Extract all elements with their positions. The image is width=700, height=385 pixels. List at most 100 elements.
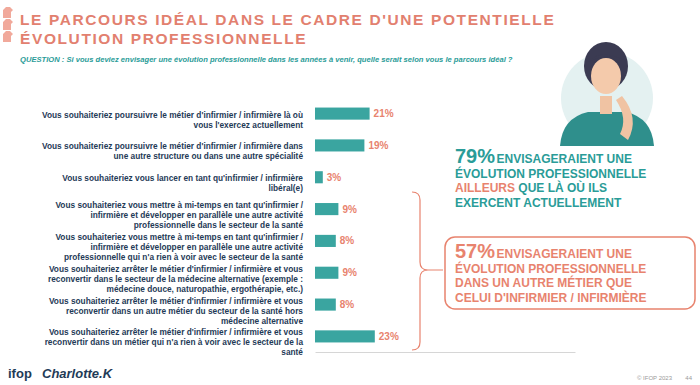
text-line: ÉVOLUTION PROFESSIONNELLE [20,30,307,47]
text-line: une autre structure ou dans une autre sp… [114,151,304,161]
annotations: 79%ENVISAGERAIENT UNEÉVOLUTION PROFESSIO… [445,145,695,309]
y-tick: Vous souhaiteriez vous mettre à mi-temps… [55,200,303,230]
x-axis [316,352,576,353]
text-line: Vous souhaiteriez vous mettre à mi-temps… [55,200,303,210]
data-label: 8% [340,235,355,246]
text-line: reconvertir dans un autre métier du sect… [66,306,303,316]
y-tick: Vous souhaiteriez vous mettre à mi-temps… [55,232,303,262]
text-line: professionnelle dans le secteur de la sa… [134,220,304,230]
y-axis: Vous souhaiteriez poursuivre le métier d… [42,110,304,358]
bracket [412,192,443,350]
bar [315,139,364,151]
subtitle: QUESTION : Si vous deviez envisager une … [20,55,513,64]
bar [315,235,336,247]
bar [315,108,370,120]
icon [3,7,13,18]
y-tick: Vous souhaiteriez vous lancer en tant qu… [62,173,303,193]
data-label: 19% [368,140,388,151]
text-line: santé [281,347,303,357]
y-tick-label: Vous souhaiteriez vous lancer en tant qu… [62,173,303,193]
chart-canvas: LE PARCOURS IDÉAL DANS LE CADRE D'UNE PO… [0,0,700,385]
annotation-text: EXERCENT ACTUELLEMENT [455,196,622,210]
y-tick-label: Vous souhaiteriez vous mettre à mi-temps… [55,232,303,262]
y-tick-label: Vous souhaiteriez arrêter le métier d'in… [49,296,303,326]
annotation-line: ENVISAGERAIENT UNE [497,247,632,261]
decoration [3,7,13,42]
text-line: infirmière et développer en parallèle un… [90,210,303,220]
text-line: Vous souhaiteriez poursuivre le métier d… [42,141,303,151]
y-tick-label: Vous souhaiteriez arrêter le métier d'in… [45,327,304,357]
annotation-line: DANS UN AUTRE MÉTIER QUE [455,275,632,290]
illustration-body [560,112,654,146]
data-label: 3% [327,172,342,183]
bar [315,171,323,183]
illustration-arm [616,96,633,140]
y-tick: Vous souhaiteriez arrêter le métier d'in… [48,264,303,294]
text-line: médecine alternative [221,316,303,326]
text-line: Vous souhaiteriez arrêter le métier d'in… [49,264,303,274]
illustration [560,42,654,146]
data-labels: 21% 19% 3% 9% 8% 9% 8% 23% [327,108,399,342]
annotation-text: ENVISAGERAIENT UNE [497,152,632,166]
text-line: infirmière et développer en parallèle un… [90,242,303,252]
annotation-value: 79% [455,145,495,167]
data-label: 9% [342,267,357,278]
annotation-line: CELUI D'INFIRMIER / INFIRMIÈRE [455,290,647,305]
footer: ifop Charlotte.K © IFOP 2023 44 [8,366,693,381]
annotation-text: CELUI D'INFIRMIER / INFIRMIÈRE [455,290,647,305]
text-line: reconvertir dans le secteur de la médeci… [48,274,303,284]
annotation-text: ÉVOLUTION PROFESSIONNELLE [455,166,646,181]
bar [315,330,375,342]
text-line: médecine douce, naturopathie, ergothérap… [107,284,304,294]
text-line: Vous souhaiteriez vous lancer en tant qu… [62,173,303,183]
icon [3,19,13,30]
text-line: vous l'exercez actuellement [194,120,304,130]
text-line: LE PARCOURS IDÉAL DANS LE CADRE D'UNE PO… [20,11,555,28]
illustration-fringe [588,54,624,62]
data-label: 9% [342,204,357,215]
y-tick: Vous souhaiteriez poursuivre le métier d… [42,141,303,161]
bar [315,299,336,311]
data-label: 8% [340,299,355,310]
annotation-line: EXERCENT ACTUELLEMENT [455,196,622,210]
y-tick-label: Vous souhaiteriez arrêter le métier d'in… [48,264,303,294]
bar [315,203,338,215]
annotation-text: ENVISAGERAIENT UNE [497,247,632,261]
icon [3,31,13,42]
y-tick-label: Vous souhaiteriez poursuivre le métier d… [42,110,303,130]
annotation-line: ENVISAGERAIENT UNE [497,152,632,166]
text-line: reconvertir dans un métier qui n'a rien … [45,337,304,347]
illustration-neck [600,96,612,114]
title: LE PARCOURS IDÉAL DANS LE CADRE D'UNE PO… [20,11,555,47]
illustration-head [591,58,621,94]
y-tick: Vous souhaiteriez arrêter le métier d'in… [49,296,303,326]
text-line: Vous souhaiteriez arrêter le métier d'in… [49,296,303,306]
x-axis-line [316,352,576,353]
annotation-line: AILLEURS QUE LÀ OÙ ILS [455,180,607,195]
data-label: 21% [374,108,394,119]
annotation-text: DANS UN AUTRE MÉTIER QUE [455,275,632,290]
annotation-text: ÉVOLUTION PROFESSIONNELLE [455,261,646,276]
footer-logo: ifop [8,366,32,381]
annotation-text: AILLEURS [455,181,515,195]
annotation-line: ÉVOLUTION PROFESSIONNELLE [455,166,646,181]
y-tick-label: Vous souhaiteriez poursuivre le métier d… [42,141,303,161]
y-tick: Vous souhaiteriez arrêter le métier d'in… [45,327,304,357]
footer-page: 44 [685,375,692,381]
annotation-box [445,237,695,309]
annotation-value: 57% [455,240,495,262]
annotation-line: ÉVOLUTION PROFESSIONNELLE [455,261,646,276]
data-label: 23% [379,331,399,342]
text-line: libéral(e) [268,183,303,193]
text-line: professionnelle qui n'a rien à voir avec… [64,252,303,262]
footer-copyright: © IFOP 2023 [637,375,673,381]
footer-logo: Charlotte.K [42,366,114,381]
annotation-text: QUE LÀ OÙ ILS [515,180,607,195]
text-line: Vous souhaiteriez arrêter le métier d'in… [49,327,303,337]
bar [315,267,338,279]
y-tick: Vous souhaiteriez poursuivre le métier d… [42,110,303,130]
y-tick-label: Vous souhaiteriez vous mettre à mi-temps… [55,200,303,230]
text-line: Vous souhaiteriez vous mettre à mi-temps… [55,232,303,242]
text-line: Vous souhaiteriez poursuivre le métier d… [42,110,303,120]
bars [315,108,375,343]
